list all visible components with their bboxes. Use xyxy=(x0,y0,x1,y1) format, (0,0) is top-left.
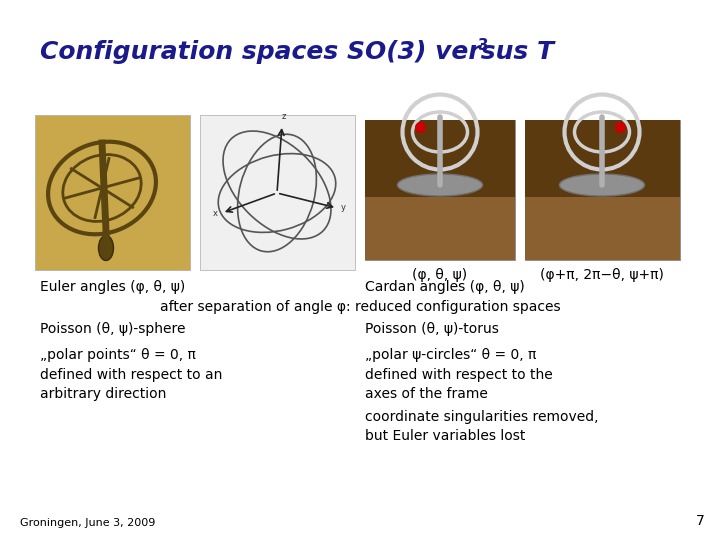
Text: 7: 7 xyxy=(696,514,705,528)
Text: Cardan angles (φ, θ, ψ): Cardan angles (φ, θ, ψ) xyxy=(365,280,525,294)
Text: Poisson (θ, ψ)-sphere: Poisson (θ, ψ)-sphere xyxy=(40,322,186,336)
Text: y: y xyxy=(341,202,346,212)
Text: coordinate singularities removed,
but Euler variables lost: coordinate singularities removed, but Eu… xyxy=(365,410,598,443)
Text: „polar points“ θ = 0, π
defined with respect to an
arbitrary direction: „polar points“ θ = 0, π defined with res… xyxy=(40,348,222,401)
Text: „polar ψ-circles“ θ = 0, π
defined with respect to the
axes of the frame: „polar ψ-circles“ θ = 0, π defined with … xyxy=(365,348,553,401)
Text: Euler angles (φ, θ, ψ): Euler angles (φ, θ, ψ) xyxy=(40,280,185,294)
Ellipse shape xyxy=(99,235,114,260)
Text: Groningen, June 3, 2009: Groningen, June 3, 2009 xyxy=(20,518,156,528)
Text: Poisson (θ, ψ)-torus: Poisson (θ, ψ)-torus xyxy=(365,322,499,336)
Bar xyxy=(35,115,190,270)
Text: x: x xyxy=(213,208,218,218)
Text: Configuration spaces SO(3) versus T: Configuration spaces SO(3) versus T xyxy=(40,40,554,64)
Text: (φ, θ, ψ): (φ, θ, ψ) xyxy=(413,268,467,282)
Bar xyxy=(365,197,515,260)
Ellipse shape xyxy=(559,174,644,196)
Ellipse shape xyxy=(397,174,482,196)
Bar xyxy=(525,197,680,260)
Text: (φ+π, 2π−θ, ψ+π): (φ+π, 2π−θ, ψ+π) xyxy=(540,268,664,282)
Text: z: z xyxy=(282,112,286,121)
Bar xyxy=(365,120,515,197)
Bar xyxy=(200,115,355,270)
Bar xyxy=(365,120,515,260)
Text: 3: 3 xyxy=(478,38,489,53)
Bar xyxy=(525,120,680,197)
Bar xyxy=(525,120,680,260)
Text: after separation of angle φ: reduced configuration spaces: after separation of angle φ: reduced con… xyxy=(160,300,560,314)
